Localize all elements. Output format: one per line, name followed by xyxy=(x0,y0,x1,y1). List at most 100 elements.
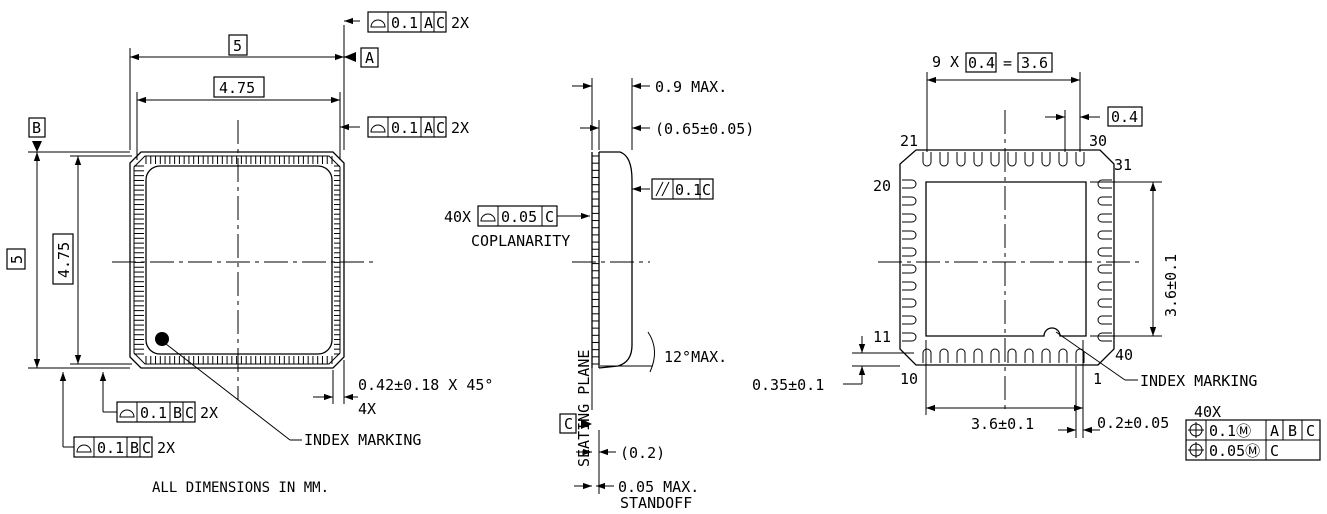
coplanarity-tol: 0.05 xyxy=(501,208,537,226)
fcf-bottom-2-datum-2: C xyxy=(142,439,151,457)
pin-1: 1 xyxy=(1093,370,1102,388)
datum-a-label: A xyxy=(365,49,374,67)
parallelism-tol: 0.1 xyxy=(675,181,702,199)
index-marking-label: INDEX MARKING xyxy=(304,431,421,449)
fcf-bottom-1-tol: 0.1 xyxy=(140,404,167,422)
terminal-pad xyxy=(1058,348,1068,363)
lead-thickness-label: (0.2) xyxy=(620,444,665,462)
terminal-pad xyxy=(902,179,917,189)
pos-row-1-tol: 0.1Ⓜ xyxy=(1209,422,1251,440)
seating-plane-label: SEATING PLANE xyxy=(575,350,593,467)
fcf-bottom-2: 0.1 B C 2X xyxy=(73,436,175,458)
fcf-top-1-mult: 2X xyxy=(451,14,469,32)
profile-symbol-icon xyxy=(370,124,386,133)
parallelism-icon xyxy=(655,181,670,197)
fcf-top-2-datum-1: A xyxy=(424,119,433,137)
pin-31: 31 xyxy=(1114,156,1132,174)
terminal-pad xyxy=(1058,152,1068,167)
terminal-pad xyxy=(902,281,917,291)
fcf-coplanarity: 0.05 C xyxy=(477,205,558,227)
exposed-pad xyxy=(925,181,1087,337)
pitch-total-box xyxy=(1017,52,1053,73)
lead-offset-label: 0.35±0.1 xyxy=(752,376,824,394)
fcf-bottom-1-datum-1: B xyxy=(173,404,182,422)
position-icon xyxy=(1188,442,1204,458)
fcf-top-2-datum-2: C xyxy=(436,119,445,137)
body-height-label: (0.65±0.05) xyxy=(655,120,754,138)
terminal-pad xyxy=(902,230,917,240)
fcf-bottom-1-datum-2: C xyxy=(185,404,194,422)
terminal-pad xyxy=(902,213,917,223)
package-body xyxy=(145,165,333,355)
terminal-pad xyxy=(902,264,917,274)
angle-label: 12°MAX. xyxy=(664,348,727,366)
chamfer-mult: 4X xyxy=(358,400,376,418)
terminal-pad xyxy=(902,298,917,308)
pos-row-1-datum-2: B xyxy=(1288,422,1297,440)
datum-a-box xyxy=(360,47,379,68)
dim-box-inner-height xyxy=(52,233,74,285)
pitch-total-value: 3.6 xyxy=(1021,54,1048,72)
bottom-view: 9 X 0.4 = 3.6 0.4 21 30 31 20 11 10 1 40… xyxy=(752,52,1321,461)
parallelism-datum: C xyxy=(702,181,711,199)
terminal-pad xyxy=(939,348,949,363)
terminal-pad xyxy=(1024,152,1034,167)
chamfer-value: 0.42±0.18 X 45° xyxy=(358,376,493,394)
pos-row-1-datum-3: C xyxy=(1306,422,1315,440)
pitch-box xyxy=(965,52,997,73)
max-height-label: 0.9 MAX. xyxy=(655,78,727,96)
terminal-pad xyxy=(902,332,917,342)
terminal-pad xyxy=(1097,196,1112,206)
datum-c-label: C xyxy=(564,415,573,433)
fcf-bottom-1-mult: 2X xyxy=(200,404,218,422)
terminal-pad xyxy=(1007,348,1017,363)
side-body xyxy=(598,151,633,369)
terminal-pad xyxy=(1097,230,1112,240)
fcf-top-1-datum-2: C xyxy=(436,14,445,32)
pitch-equals: = xyxy=(1003,54,1012,72)
pitch-single-value: 0.4 xyxy=(1111,108,1138,126)
datum-b-label: B xyxy=(32,119,41,137)
fcf-top-2-tol: 0.1 xyxy=(391,119,418,137)
standoff-value: 0.05 MAX. xyxy=(618,478,699,496)
pin-40: 40 xyxy=(1115,346,1133,364)
terminal-pad xyxy=(973,348,983,363)
terminal-pad xyxy=(1075,152,1085,167)
pin-10: 10 xyxy=(900,370,918,388)
pad-width-label: 3.6±0.1 xyxy=(971,415,1034,433)
terminal-pad xyxy=(1097,264,1112,274)
datum-a-triangle xyxy=(344,52,356,62)
bottom-outline xyxy=(899,149,1115,366)
terminal-pad xyxy=(1097,332,1112,342)
terminal-pad xyxy=(1097,315,1112,325)
pin-21: 21 xyxy=(900,132,918,150)
terminal-pad xyxy=(990,348,1000,363)
terminal-pad xyxy=(1024,348,1034,363)
terminal-pad xyxy=(1097,179,1112,189)
terminal-pad xyxy=(939,152,949,167)
pos-row-2-datum-1: C xyxy=(1270,442,1279,460)
terminal-pad xyxy=(956,152,966,167)
side-view: 0.9 MAX. (0.65±0.05) 0.1 C 40X 0.05 C CO… xyxy=(444,78,754,512)
dim-inner-height-value: 4.75 xyxy=(55,242,73,278)
package-outline xyxy=(129,151,345,369)
fcf-bottom-2-datum-1: B xyxy=(130,439,139,457)
coplanarity-mult: 40X xyxy=(444,208,471,226)
profile-symbol-icon xyxy=(480,213,496,222)
terminal-pad xyxy=(922,152,932,167)
dim-box-width xyxy=(228,34,248,56)
bottom-index-label: INDEX MARKING xyxy=(1140,372,1257,390)
terminal-pad xyxy=(1097,213,1112,223)
profile-symbol-icon xyxy=(76,444,92,453)
pin-11: 11 xyxy=(873,328,891,346)
terminal-pad xyxy=(902,196,917,206)
pitch-value: 0.4 xyxy=(968,54,995,72)
pitch-count: 9 X xyxy=(932,53,959,71)
pad-height-label: 3.6±0.1 xyxy=(1162,254,1180,317)
dim-box-height xyxy=(6,248,26,270)
profile-symbol-icon xyxy=(119,409,135,418)
dim-width-value: 5 xyxy=(233,37,242,55)
terminal-pad xyxy=(973,152,983,167)
terminal-pad xyxy=(1041,348,1051,363)
fcf-top-2: 0.1 A C 2X xyxy=(367,116,469,138)
